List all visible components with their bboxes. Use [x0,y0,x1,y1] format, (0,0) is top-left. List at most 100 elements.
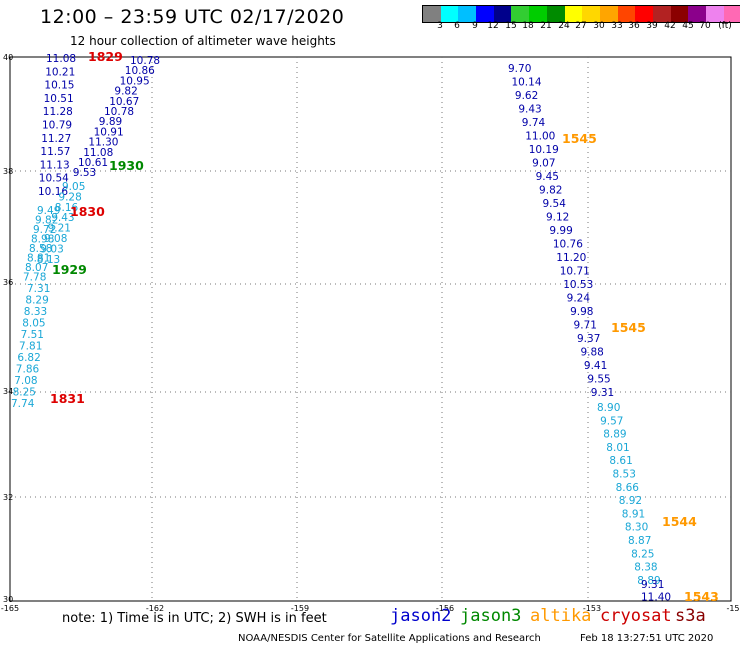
swh-value: 11.20 [556,252,586,264]
swh-value: 10.91 [94,126,124,138]
colorbar-label: 33 [611,21,623,31]
time-label: 1543 [684,589,719,604]
colorbar-label: 12 [487,21,499,31]
colorbar-swatch [440,6,459,22]
swh-value: 9.08 [44,233,67,245]
colorbar-label: 30 [593,21,605,31]
swh-value: 9.82 [539,185,562,197]
swh-values: 11.0810.2110.1510.5111.2810.7911.2711.57… [11,53,671,604]
swh-value: 9.54 [543,198,567,210]
swh-value: 10.53 [563,279,593,291]
colorbar-swatch [546,6,565,22]
swh-value: 8.87 [628,535,651,547]
colorbar-label: 18 [522,21,534,31]
swh-value: 8.25 [631,548,654,560]
colorbar-label: 6 [454,21,460,31]
page-title: 12:00 – 23:59 UTC 02/17/2020 [40,6,345,28]
swh-value: 8.92 [619,495,642,507]
swh-value: 7.31 [27,283,50,295]
legend-jason3: jason3 [460,606,522,626]
time-label: 1831 [50,391,85,406]
swh-value: 9.21 [48,223,71,235]
swh-value: 11.30 [88,137,118,149]
lon-tick-label: -15 [726,604,739,613]
swh-value: 9.31 [591,387,614,399]
swh-value: 9.82 [35,215,58,227]
swh-value: 10.51 [44,93,74,105]
colorbar-swatch [635,6,653,22]
time-label: 1545 [562,131,597,146]
swh-value: 9.05 [62,181,85,193]
swh-value: 10.54 [39,173,69,185]
colorbar-swatch [617,6,636,22]
lat-tick-label: 40 [3,53,13,62]
swh-value: 9.53 [73,167,96,179]
lon-tick-label: -159 [291,604,309,613]
swh-value: 6.82 [17,352,40,364]
colorbar-swatch [688,6,706,22]
time-label: 1544 [662,514,697,529]
swh-value: 10.79 [42,120,72,132]
colorbar-label: 42 [664,21,676,31]
page-subtitle: 12 hour collection of altimeter wave hei… [70,34,336,48]
swh-value: 8.61 [609,455,632,467]
swh-value: 9.88 [580,347,603,359]
swh-value: 8.13 [37,254,60,266]
legend-cryosat: cryosat [600,606,672,626]
axis-tick-labels: -165 -162 -159 -156 -153 -15 40 38 36 34 32 30 [1,53,740,613]
colorbar-swatch [458,6,477,22]
colorbar-swatch [511,6,530,22]
swh-value: 8.98 [31,234,54,246]
swh-value: 9.49 [37,205,60,217]
swh-value: 8.29 [25,295,48,307]
lat-tick-label: 32 [3,493,13,502]
swh-value: 10.61 [78,157,108,169]
swh-value: 9.70 [508,63,531,75]
swh-value: 8.89 [603,429,626,441]
swh-value: 10.95 [120,75,150,87]
swh-value: 9.24 [567,293,591,305]
lat-tick-label: 38 [3,167,13,176]
swh-value: 11.08 [46,53,76,65]
swh-value: 7.86 [16,364,40,376]
swh-value: 9.62 [515,90,538,102]
colorbar-swatch [723,6,740,22]
map-grid [10,57,731,601]
swh-value: 9.55 [587,374,610,386]
legend-s3a: s3a [675,606,706,626]
time-label: 1930 [109,158,144,173]
swh-value: 10.19 [529,144,559,156]
swh-value: 9.07 [532,158,555,170]
swh-value: 11.08 [83,147,113,159]
swh-value: 9.82 [114,86,137,98]
swh-value: 9.74 [522,117,546,129]
swh-value: 8.30 [625,522,648,534]
swh-value: 9.37 [577,333,600,345]
lon-tick-label: -156 [436,604,454,613]
colorbar-label: 45 [682,21,694,31]
lat-tick-label: 30 [3,595,13,604]
swh-value: 11.13 [40,159,70,171]
swh-value: 10.16 [38,186,68,198]
wave-height-colorbar [422,5,740,23]
colorbar-swatch [529,6,547,22]
swh-value: 9.98 [570,306,593,318]
colorbar-label: 3 [437,21,443,31]
colorbar-swatch [423,6,441,22]
swh-value: 10.21 [45,66,75,78]
swh-value: 11.27 [41,133,71,145]
lon-tick-label: -165 [1,604,19,613]
time-label: 1929 [52,262,87,277]
swh-value: 9.89 [99,116,122,128]
swh-value: 9.72 [33,224,56,236]
lon-tick-label: -153 [583,604,601,613]
colorbar-label: 21 [540,21,552,31]
swh-value: 8.81 [27,253,50,265]
plot-frame [9,56,732,602]
swh-value: 9.45 [536,171,559,183]
swh-value: 8.66 [616,482,640,494]
swh-value: 9.43 [51,212,74,224]
time-label: 1545 [611,320,646,335]
swh-value: 8.90 [597,402,620,414]
swh-value: 9.43 [518,104,541,116]
